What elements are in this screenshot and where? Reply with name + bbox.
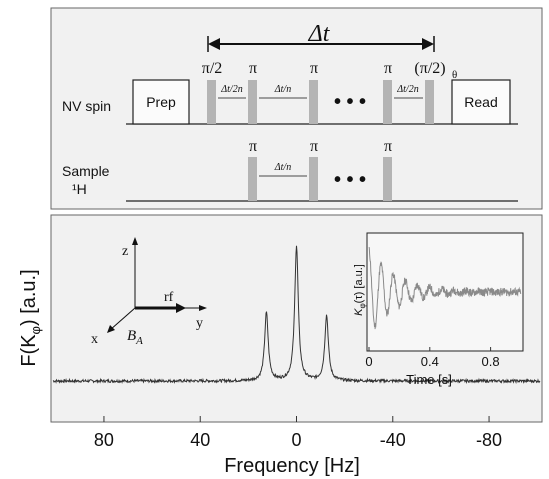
nv-spin-label: NV spin bbox=[62, 98, 111, 114]
pulse-pi-label-3: π bbox=[384, 60, 392, 77]
sample-h-label: ¹H bbox=[72, 181, 87, 197]
y-axis-label: F(Kφ) [a.u.] bbox=[18, 269, 43, 366]
field-label: BA bbox=[127, 328, 143, 347]
nv-ellipsis: • • • bbox=[334, 91, 366, 113]
y-label: y bbox=[196, 316, 203, 331]
nv-pulse-pi2 bbox=[207, 80, 216, 124]
inset-trace bbox=[368, 247, 522, 330]
pulse-final-label: (π/2) bbox=[414, 60, 445, 77]
pulse-pi-label-1: π bbox=[249, 60, 257, 77]
pulse-pi-label-2: π bbox=[310, 60, 318, 77]
y-arrowhead bbox=[199, 305, 207, 311]
sample-pi-label-2: π bbox=[310, 138, 318, 155]
nv-pulse-final bbox=[425, 80, 434, 124]
nv-pulse-pi-2 bbox=[309, 80, 318, 124]
gap-half-label-2: Δt/2n bbox=[396, 84, 418, 95]
inset-x-tick-label: 0 bbox=[365, 354, 372, 369]
nv-pulse-pi-3 bbox=[383, 80, 392, 124]
x-tick-label: -40 bbox=[380, 430, 406, 450]
prep-label: Prep bbox=[146, 94, 176, 110]
sample-label: Sample bbox=[62, 163, 110, 179]
x-label: x bbox=[91, 332, 98, 347]
field-label-main: B bbox=[127, 328, 136, 344]
y-axis-label-main: F(K bbox=[18, 334, 40, 367]
inset-ticks: 0 0.4 0.8 bbox=[365, 347, 500, 369]
x-tick-label: 40 bbox=[190, 430, 210, 450]
z-label: z bbox=[122, 244, 128, 259]
x-tick-label: 0 bbox=[291, 430, 301, 450]
sample-pulse-pi-2 bbox=[309, 157, 318, 201]
x-ticks: 80 40 0 -40 -80 bbox=[94, 416, 502, 450]
spectrum-trace bbox=[52, 245, 541, 385]
x-tick-label: 80 bbox=[94, 430, 114, 450]
rf-arrowhead bbox=[176, 303, 186, 313]
prep-block bbox=[132, 79, 190, 125]
nv-pulse-pi-1 bbox=[248, 80, 257, 124]
y-axis-label-suffix: ) [a.u.] bbox=[18, 269, 40, 326]
sample-ellipsis: • • • bbox=[334, 169, 366, 191]
z-arrowhead bbox=[132, 237, 138, 245]
delta-t-arrowhead-left bbox=[208, 38, 220, 50]
pulse-pi2-label: π/2 bbox=[202, 60, 223, 77]
pulse-final-subscript: θ bbox=[452, 69, 457, 81]
read-block bbox=[451, 79, 511, 125]
inset-x-tick-label: 0.8 bbox=[482, 354, 500, 369]
y-axis-label-subscript: φ bbox=[28, 326, 43, 334]
sample-pulse-pi-1 bbox=[248, 157, 257, 201]
sample-gap-label: Δt/n bbox=[274, 162, 291, 173]
x-tick-label: -80 bbox=[476, 430, 502, 450]
gap-half-label-1: Δt/2n bbox=[220, 84, 242, 95]
delta-t-label: Δt bbox=[308, 21, 331, 47]
inset-y-label-subscript: φ bbox=[358, 303, 367, 308]
inset-y-label-suffix: (τ) [a.u.] bbox=[353, 264, 365, 303]
delta-t-arrowhead-right bbox=[422, 38, 434, 50]
gap-label-1: Δt/n bbox=[274, 84, 291, 95]
read-label: Read bbox=[464, 94, 497, 110]
inset-x-label: Time [s] bbox=[406, 372, 452, 387]
x-axis-arrow bbox=[109, 307, 136, 331]
inset-y-label-main: K bbox=[353, 308, 365, 316]
inset-y-label: Kφ(τ) [a.u.] bbox=[353, 264, 367, 316]
x-axis-label: Frequency [Hz] bbox=[224, 455, 360, 477]
sample-pulse-pi-3 bbox=[383, 157, 392, 201]
sample-pi-label-1: π bbox=[249, 138, 257, 155]
x-arrowhead bbox=[107, 325, 115, 333]
field-label-subscript: A bbox=[135, 335, 143, 347]
sample-pi-label-3: π bbox=[384, 138, 392, 155]
rf-label: rf bbox=[164, 290, 174, 305]
inset-x-tick-label: 0.4 bbox=[421, 354, 439, 369]
